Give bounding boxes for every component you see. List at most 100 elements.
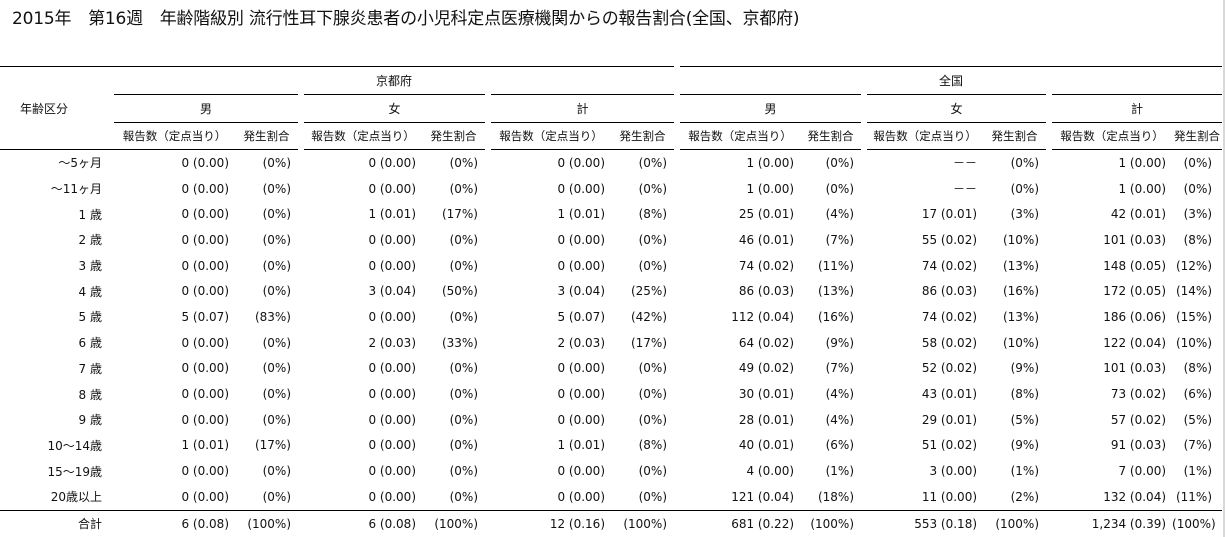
table-row: 4 歳 0 (0.00) (0%) 3 (0.04) (50%) 3 (0.04) (25%… xyxy=(0,278,1222,304)
rate-cell: (83%) xyxy=(254,309,291,324)
column-header-count: 報告数（定点当り） xyxy=(298,122,422,150)
count-cell: 58 (0.02) xyxy=(921,335,978,350)
count-cell: 0 (0.00) xyxy=(557,155,605,170)
count-cell: 0 (0.00) xyxy=(181,335,229,350)
count-cell: 1 (0.00) xyxy=(1118,155,1167,170)
count-cell: 0 (0.00) xyxy=(181,232,229,247)
count-cell: 0 (0.00) xyxy=(368,181,416,196)
column-header-rate: 発生割合 xyxy=(611,122,681,150)
count-cell: 0 (0.00) xyxy=(368,232,416,247)
rate-cell: (0%) xyxy=(638,232,668,247)
rate-cell: (0%) xyxy=(449,464,478,479)
rate-cell: (6%) xyxy=(825,438,855,453)
rate-cell: (0%) xyxy=(638,181,668,196)
table-row: ～11ヶ月 0 (0.00) (0%) 0 (0.00) (0%) 0 (0.00) (0%… xyxy=(0,176,1222,202)
rate-cell: (0%) xyxy=(262,361,291,376)
count-cell: 0 (0.00) xyxy=(557,361,605,376)
rate-cell: (8%) xyxy=(1183,361,1213,376)
rate-cell: (9%) xyxy=(825,335,855,350)
page-title: 2015年 第16週 年齢階級別 流行性耳下腺炎患者の小児科定点医療機関からの報… xyxy=(12,9,800,29)
table-row: 3 歳 0 (0.00) (0%) 0 (0.00) (0%) 0 (0.00) (0%) 7… xyxy=(0,253,1222,279)
count-cell: 6 (0.08) xyxy=(114,509,235,537)
rate-cell: (0%) xyxy=(262,284,291,299)
count-cell: 74 (0.02) xyxy=(738,258,795,273)
age-label: 4 歳 xyxy=(78,284,102,299)
count-cell: 101 (0.03) xyxy=(1103,361,1167,376)
rate-cell: (13%) xyxy=(817,284,855,299)
count-cell: 0 (0.00) xyxy=(368,412,416,427)
count-cell: 42 (0.01) xyxy=(1110,207,1167,222)
rate-cell: (100%) xyxy=(983,509,1050,537)
count-cell: 0 (0.00) xyxy=(181,412,229,427)
rate-cell: (0%) xyxy=(449,232,478,247)
rate-cell: (0%) xyxy=(262,181,291,196)
rate-cell: (0%) xyxy=(1183,155,1213,170)
count-cell: 0 (0.00) xyxy=(181,387,229,402)
rate-cell: (100%) xyxy=(800,509,865,537)
count-cell: 86 (0.03) xyxy=(738,284,795,299)
rate-cell: (0%) xyxy=(262,412,291,427)
rate-cell: (11%) xyxy=(1175,489,1213,504)
column-header-rate: 発生割合 xyxy=(1172,122,1223,150)
column-header-count: 報告数（定点当り） xyxy=(674,122,801,150)
count-cell: 49 (0.02) xyxy=(738,361,795,376)
rate-cell: (100%) xyxy=(1172,509,1223,537)
age-label: ～11ヶ月 xyxy=(50,182,102,197)
rate-cell: (9%) xyxy=(1010,438,1040,453)
age-label: 10～14歳 xyxy=(47,438,102,453)
rate-cell: (9%) xyxy=(1010,361,1040,376)
region-header-kyoto: 京都府 xyxy=(114,66,681,95)
count-cell: 0 (0.00) xyxy=(368,489,416,504)
rate-cell: (4%) xyxy=(825,387,855,402)
count-cell: 1 (0.01) xyxy=(368,207,416,222)
count-cell: 1 (0.01) xyxy=(181,438,229,453)
rate-cell: (0%) xyxy=(825,155,855,170)
rate-cell: (4%) xyxy=(825,412,855,427)
rate-cell: (0%) xyxy=(262,207,291,222)
rate-cell: (0%) xyxy=(262,464,291,479)
age-label: 9 歳 xyxy=(78,413,102,428)
count-cell: 86 (0.03) xyxy=(921,284,978,299)
count-cell: 64 (0.02) xyxy=(738,335,795,350)
rate-cell: (6%) xyxy=(1183,387,1213,402)
column-header-rate: 発生割合 xyxy=(800,122,868,150)
column-header-count: 報告数（定点当り） xyxy=(114,122,235,150)
count-cell: 0 (0.00) xyxy=(557,489,605,504)
age-label: 15～19歳 xyxy=(47,464,102,479)
count-cell: 28 (0.01) xyxy=(738,412,795,427)
table-row: 8 歳 0 (0.00) (0%) 0 (0.00) (0%) 0 (0.00) (0%) 3… xyxy=(0,381,1222,407)
rate-cell: (0%) xyxy=(449,438,478,453)
count-cell: 148 (0.05) xyxy=(1103,258,1167,273)
age-label: 2 歳 xyxy=(78,233,102,248)
count-cell: 0 (0.00) xyxy=(181,489,229,504)
rate-cell: (0%) xyxy=(638,387,668,402)
count-cell: 29 (0.01) xyxy=(921,412,978,427)
rate-cell: (11%) xyxy=(817,258,855,273)
rate-cell: (0%) xyxy=(638,489,668,504)
count-cell: 17 (0.01) xyxy=(921,207,978,222)
column-header-count: 報告数（定点当り） xyxy=(485,122,611,150)
count-cell: 0 (0.00) xyxy=(557,181,605,196)
count-cell: 0 (0.00) xyxy=(557,232,605,247)
rate-cell: (0%) xyxy=(262,335,291,350)
count-cell: 0 (0.00) xyxy=(368,309,416,324)
rate-cell: (0%) xyxy=(449,181,478,196)
count-cell: 40 (0.01) xyxy=(738,438,795,453)
rate-cell: (13%) xyxy=(1002,309,1040,324)
rate-cell: (50%) xyxy=(441,284,478,299)
table-row: 2 歳 0 (0.00) (0%) 0 (0.00) (0%) 0 (0.00) (0%) 4… xyxy=(0,227,1222,253)
column-header-count: 報告数（定点当り） xyxy=(1046,122,1173,150)
column-header-rate: 発生割合 xyxy=(422,122,491,150)
rate-cell: (13%) xyxy=(1002,258,1040,273)
rate-cell: (8%) xyxy=(638,438,668,453)
rate-cell: (100%) xyxy=(422,509,488,537)
rate-cell: (18%) xyxy=(817,489,855,504)
age-label: 7 歳 xyxy=(78,361,102,376)
rate-cell: (14%) xyxy=(1175,284,1213,299)
count-cell: 2 (0.03) xyxy=(557,335,605,350)
count-cell: 73 (0.02) xyxy=(1110,387,1167,402)
table-row: 7 歳 0 (0.00) (0%) 0 (0.00) (0%) 0 (0.00) (0%) 4… xyxy=(0,356,1222,382)
count-cell: 51 (0.02) xyxy=(921,438,978,453)
table-body: ～5ヶ月 0 (0.00) (0%) 0 (0.00) (0%) 0 (0.00) (0%)… xyxy=(0,150,1223,537)
count-cell: 43 (0.01) xyxy=(921,387,978,402)
